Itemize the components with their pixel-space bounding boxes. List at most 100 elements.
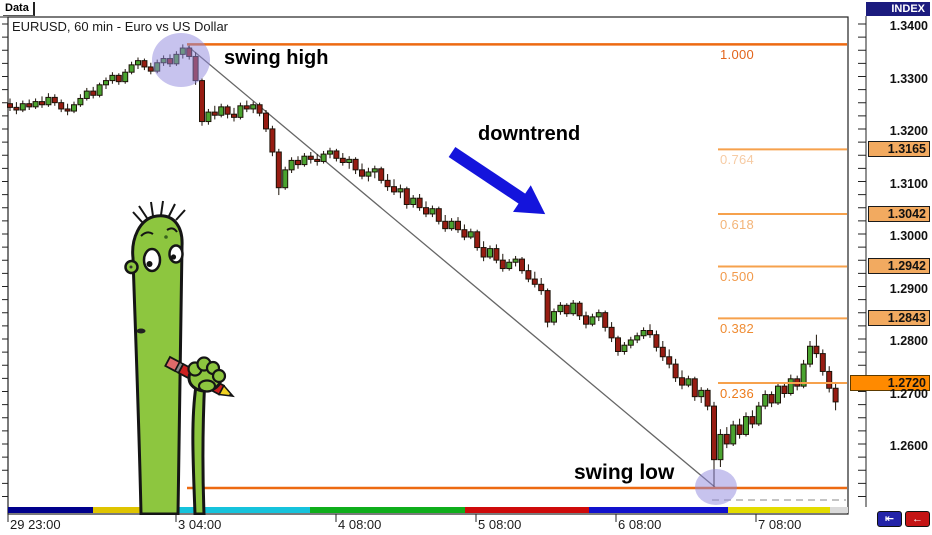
- mascot-illustration: [124, 200, 235, 515]
- candle: [551, 311, 557, 323]
- candle: [147, 66, 154, 72]
- candle: [58, 102, 65, 110]
- candle: [576, 302, 583, 317]
- candle: [301, 155, 308, 166]
- candle: [7, 103, 13, 108]
- price-axis-label: 1.2900: [889, 281, 928, 296]
- candle: [83, 90, 90, 99]
- fib-label-0.618: 0.618: [720, 216, 755, 232]
- candle: [320, 153, 327, 162]
- swing-high-annotation: swing high: [224, 47, 329, 69]
- candle: [416, 197, 423, 209]
- candle: [435, 208, 442, 222]
- candle: [339, 157, 346, 164]
- step-back-button[interactable]: ←: [905, 511, 930, 527]
- candle: [19, 103, 26, 111]
- candle: [659, 346, 666, 358]
- swing-low-annotation: swing low: [574, 461, 675, 484]
- candle: [807, 345, 813, 365]
- time-axis-label: 29 23:00: [10, 517, 61, 532]
- candle: [762, 394, 769, 407]
- session-strip-segment: [8, 507, 93, 513]
- candle: [135, 60, 141, 66]
- plot-border: [7, 16, 849, 515]
- candle: [250, 104, 257, 110]
- candle: [768, 394, 775, 404]
- candle: [666, 356, 673, 365]
- candle: [557, 304, 564, 313]
- fib-label-0.500: 0.500: [720, 269, 755, 285]
- price-axis-label: 1.3000: [889, 229, 928, 243]
- candle: [199, 80, 205, 123]
- candle: [333, 150, 340, 159]
- price-axis-label: 1.3200: [889, 124, 928, 138]
- candle: [211, 111, 218, 116]
- candle: [378, 168, 385, 181]
- candle: [493, 248, 500, 261]
- candle: [141, 60, 148, 68]
- candle: [749, 416, 756, 425]
- candle: [736, 424, 743, 435]
- price-axis-label: 1.2800: [889, 334, 928, 348]
- candle: [679, 377, 685, 386]
- candle: [589, 316, 596, 325]
- candle: [410, 197, 417, 205]
- candle: [455, 220, 461, 231]
- candle: [583, 315, 589, 325]
- jump-to-start-button[interactable]: ⇤: [877, 511, 902, 527]
- mascot-right-eye: [168, 244, 184, 264]
- candle: [64, 108, 71, 112]
- candle: [429, 208, 436, 215]
- candle: [371, 168, 378, 173]
- price-axis-index-header: INDEX: [866, 2, 930, 16]
- session-strip-segment: [830, 507, 848, 513]
- mascot-arm: [164, 355, 235, 515]
- candle: [538, 283, 545, 292]
- price-axis-label: 1.2942: [868, 258, 930, 275]
- data-tab[interactable]: Data: [3, 2, 35, 16]
- candle: [26, 103, 33, 108]
- candle: [128, 64, 135, 73]
- candle: [384, 179, 391, 188]
- candle: [115, 74, 122, 83]
- candle: [787, 378, 794, 394]
- mascot-left-eye: [142, 247, 162, 273]
- candle: [307, 155, 314, 160]
- time-axis-label: 6 08:00: [618, 517, 662, 532]
- candle: [672, 363, 679, 379]
- swing-high-highlight: [152, 33, 210, 87]
- candle: [563, 304, 570, 315]
- candle: [90, 90, 97, 96]
- session-strip-segment: [172, 507, 310, 513]
- candle: [13, 106, 20, 111]
- candle: [423, 207, 429, 215]
- candle: [77, 97, 84, 106]
- candle: [595, 312, 602, 318]
- price-axis-label: 1.3300: [889, 71, 928, 86]
- downtrend-annotation: downtrend: [478, 123, 581, 145]
- candle: [499, 259, 506, 270]
- price-axis-label: 1.2600: [889, 439, 928, 453]
- candle: [71, 104, 77, 112]
- fib-label-1.000: 1.000: [720, 47, 755, 63]
- candle: [359, 169, 365, 177]
- candle: [51, 96, 58, 104]
- price-axis-label: 1.2843: [868, 310, 930, 327]
- candle: [474, 231, 481, 249]
- fib-label-0.236: 0.236: [720, 386, 755, 401]
- candle: [730, 424, 737, 445]
- candle: [832, 387, 839, 403]
- trend-line[interactable]: [187, 45, 717, 489]
- candle: [608, 326, 615, 339]
- candle: [282, 169, 289, 189]
- candle: [403, 188, 410, 205]
- candle: [480, 247, 487, 258]
- candle: [653, 334, 660, 348]
- candle: [39, 101, 45, 106]
- time-axis-label: 3 04:00: [178, 517, 222, 532]
- candle: [570, 302, 577, 315]
- candle: [288, 159, 295, 171]
- candle: [640, 330, 647, 337]
- candle: [723, 433, 730, 445]
